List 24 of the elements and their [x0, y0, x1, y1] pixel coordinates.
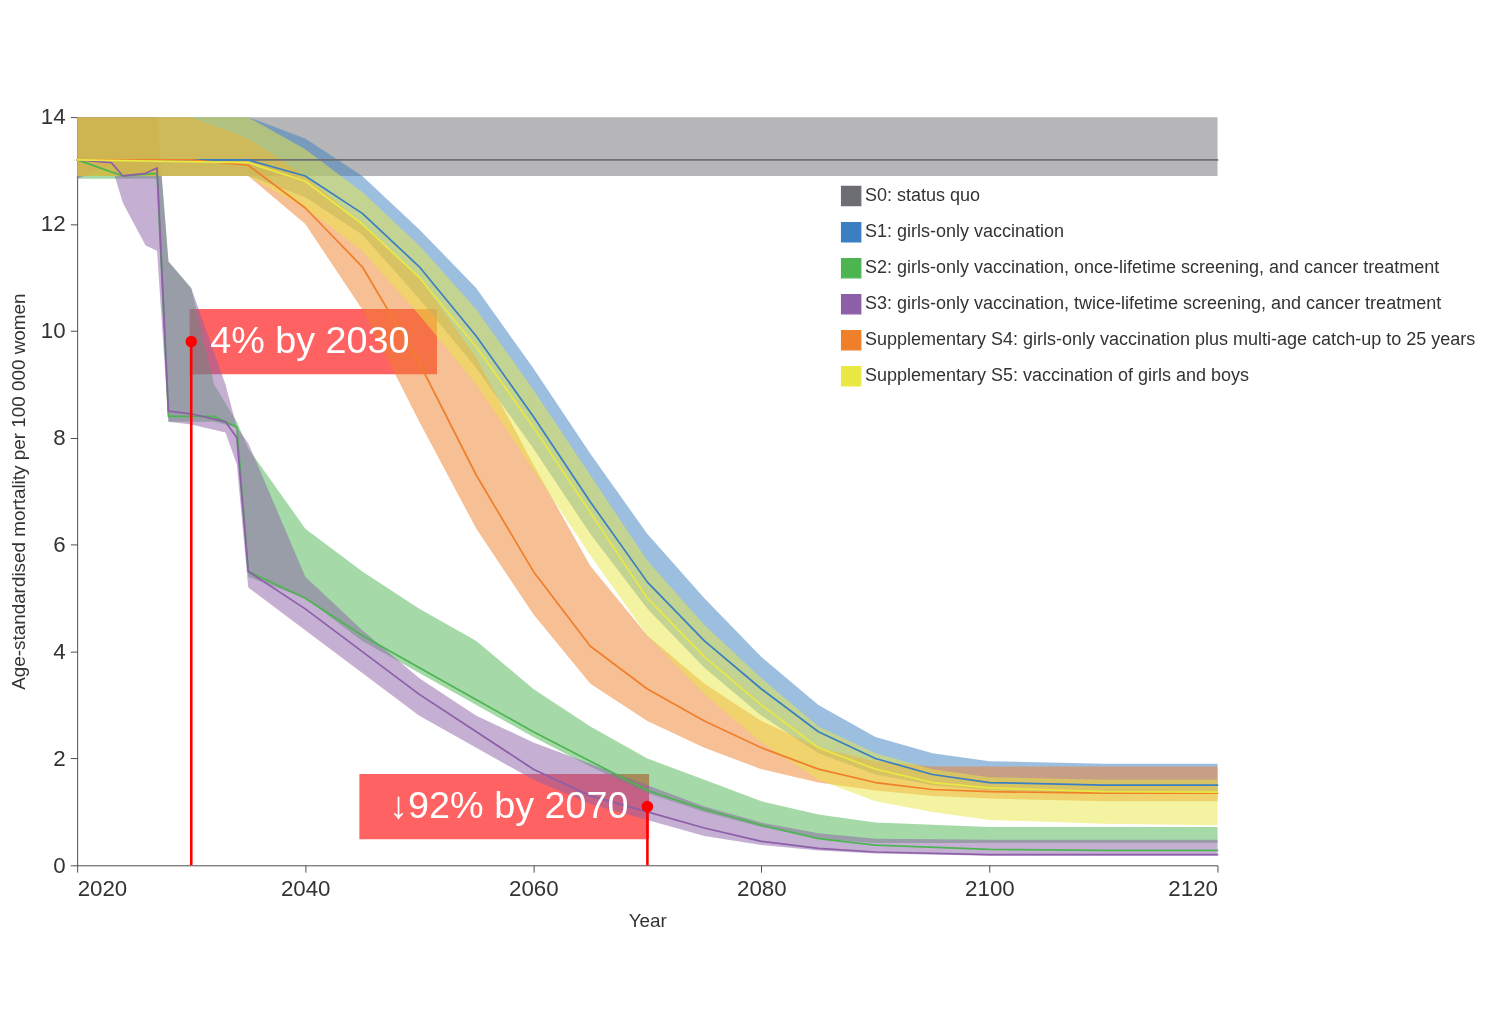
annotation: 4% by 2030 [210, 318, 410, 361]
y-tick-label: 2 [53, 745, 66, 771]
y-tick-label: 10 [40, 318, 66, 344]
x-tick-label: 2040 [280, 875, 331, 901]
legend-label: S3: girls-only vaccination, twice-lifetime screening, and cancer treatment [864, 293, 1442, 314]
annotation: ↓92% by 2070 [389, 783, 629, 826]
y-tick-label: 14 [40, 104, 66, 130]
x-tick-label: 2120 [1168, 875, 1218, 901]
y-tick-label: 6 [53, 532, 66, 558]
x-axis-title: Year [628, 909, 667, 931]
x-tick-label: 2080 [737, 875, 787, 901]
x-tick-label: 2020 [77, 875, 128, 901]
y-tick-label: 8 [53, 425, 66, 451]
legend-label: Supplementary S5: vaccination of girls and boys [864, 365, 1250, 386]
legend-label: S0: status quo [864, 185, 980, 206]
legend-label: S2: girls-only vaccination, once-lifetime screening, and cancer treatment [864, 257, 1440, 278]
legend-label: S1: girls-only vaccination [864, 221, 1064, 242]
y-tick-label: 0 [53, 852, 66, 878]
legend-label: Supplementary S4: girls-only vaccination plus multi-age catch-up to 25 years [864, 329, 1476, 350]
x-tick-label: 2060 [508, 875, 559, 901]
y-tick-label: 4 [53, 638, 66, 664]
x-tick-label: 2100 [965, 875, 1015, 901]
y-tick-label: 12 [40, 211, 66, 237]
y-axis-title: Age-standardised mortality per 100 000 women [7, 293, 29, 690]
